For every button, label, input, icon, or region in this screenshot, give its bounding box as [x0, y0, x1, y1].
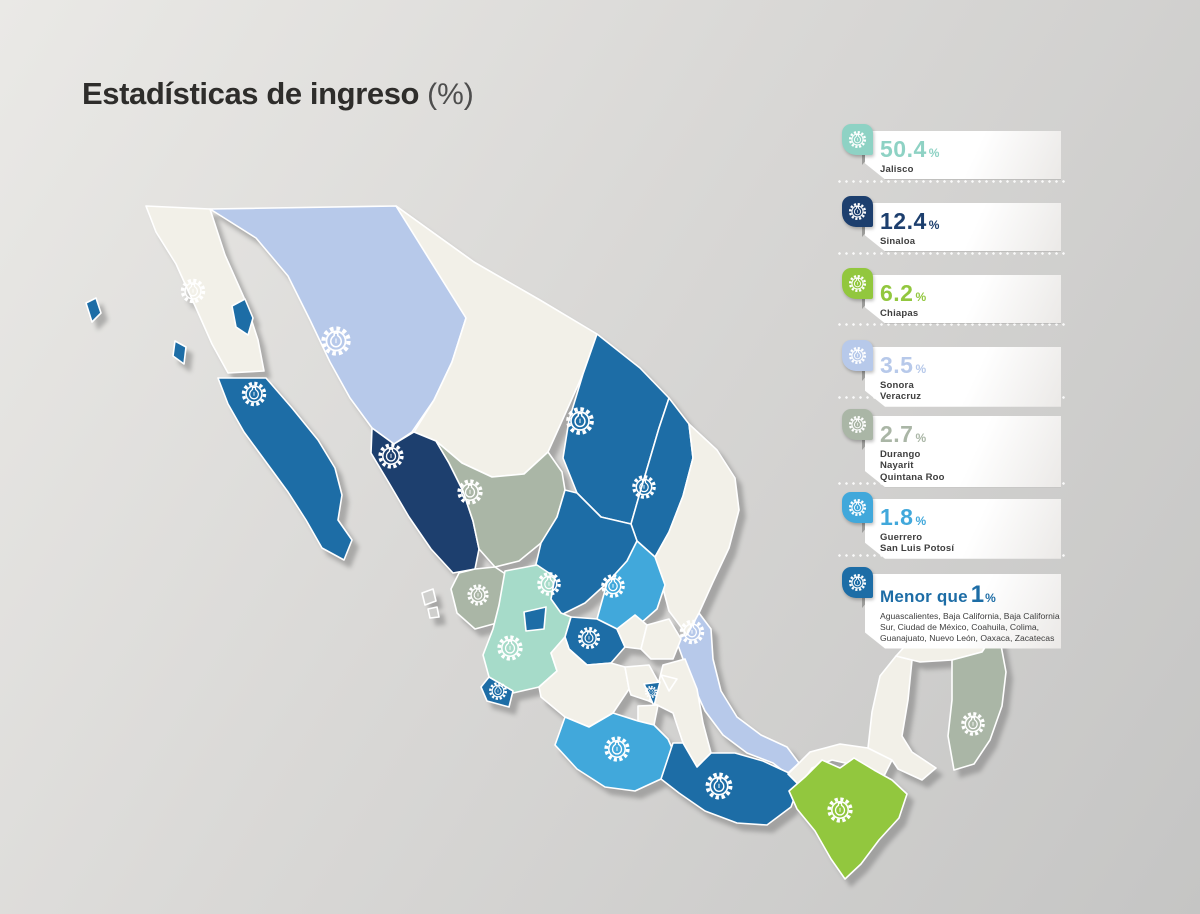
legend-item-chiapas: 6.2% Chiapas	[835, 268, 1068, 323]
legend-state-name: Nayarit	[880, 460, 914, 472]
legend-badge	[842, 409, 873, 440]
legend-card: 50.4% Jalisco	[865, 131, 1061, 179]
legend-unit: %	[915, 514, 927, 528]
gear-agave-icon	[705, 772, 733, 800]
legend-badge	[842, 492, 873, 523]
legend-divider	[836, 180, 1068, 183]
island-shapes	[85, 297, 440, 619]
gear-agave-icon	[644, 685, 658, 699]
legend-item-menor-que-1: Menor que 1 % Aguascalientes, Baja Calif…	[835, 567, 1068, 649]
threshold-states-list: Aguascalientes, Baja California, Baja Ca…	[880, 611, 1060, 644]
legend-divider	[836, 323, 1068, 326]
legend-value: 6.2	[880, 280, 914, 306]
page-title: Estadísticas de ingreso (%)	[82, 76, 474, 112]
legend-state-name: Quintana Roo	[880, 471, 945, 483]
threshold-unit: %	[985, 591, 996, 605]
legend-value: 12.4	[880, 208, 927, 234]
legend-state-name: Jalisco	[880, 164, 914, 175]
legend-unit: %	[928, 218, 940, 232]
legend-state-name: Sinaloa	[880, 236, 916, 247]
island-4	[421, 588, 437, 606]
legend-card: Menor que 1 % Aguascalientes, Baja Calif…	[865, 574, 1061, 649]
island-5	[427, 606, 440, 619]
threshold-value: 1	[970, 581, 985, 608]
state-zacatecas	[532, 489, 638, 616]
legend-value: 1.8	[880, 504, 914, 530]
gear-agave-icon	[847, 201, 868, 222]
legend-unit: %	[915, 362, 927, 376]
legend-state-name: Chiapas	[880, 308, 919, 319]
gear-agave-icon	[497, 635, 523, 661]
gear-agave-icon	[679, 619, 705, 645]
legend-badge	[842, 196, 873, 227]
state-campeche	[867, 655, 937, 781]
legend-state-name: Sonora	[880, 380, 914, 391]
title-suffix: (%)	[427, 78, 474, 111]
legend-badge	[842, 268, 873, 299]
gear-agave-icon	[601, 574, 625, 598]
gear-agave-icon	[847, 497, 868, 518]
legend-value: 2.7	[880, 421, 914, 447]
legend-card: 1.8% Guerrero San Luis Potosí	[865, 499, 1061, 559]
legend-item-durango-nayarit-qroo: 2.7% Durango Nayarit Quintana Roo	[835, 409, 1068, 487]
legend-item-jalisco: 50.4% Jalisco	[835, 124, 1068, 179]
legend-state-name: Guerrero	[880, 532, 923, 543]
legend-value: 3.5	[880, 352, 914, 378]
legend-unit: %	[915, 290, 927, 304]
legend-card: 12.4% Sinaloa	[865, 203, 1061, 251]
title-main: Estadísticas de ingreso	[82, 76, 420, 111]
gear-agave-icon	[827, 797, 853, 823]
threshold-label: Menor que	[880, 587, 968, 606]
gear-agave-icon	[632, 475, 656, 499]
gear-agave-icon	[577, 626, 601, 650]
island-3	[172, 340, 187, 365]
legend-value: 50.4	[880, 136, 927, 162]
gear-agave-icon	[604, 736, 630, 762]
gear-agave-icon	[566, 407, 594, 435]
legend-card: 2.7% Durango Nayarit Quintana Roo	[865, 416, 1061, 487]
gear-agave-icon	[847, 572, 868, 593]
state-quintana-roo	[947, 619, 1007, 771]
state-hidalgo	[640, 618, 682, 660]
gear-agave-icon	[847, 129, 868, 150]
island-2	[231, 298, 254, 336]
gear-agave-icon	[847, 273, 868, 294]
legend-badge	[842, 567, 873, 598]
gear-agave-icon	[467, 584, 489, 606]
legend-unit: %	[915, 431, 927, 445]
legend-card: 3.5% Sonora Veracruz	[865, 347, 1061, 407]
gear-agave-icon	[847, 414, 868, 435]
legend-item-guerrero-slp: 1.8% Guerrero San Luis Potosí	[835, 492, 1068, 559]
state-shapes	[145, 205, 1007, 880]
legend-unit: %	[928, 146, 940, 160]
gear-agave-icon	[180, 278, 206, 304]
gear-agave-icon	[323, 328, 348, 353]
gear-agave-icon	[378, 443, 404, 469]
gear-agave-icon	[537, 572, 561, 596]
state-baja-california	[145, 205, 265, 374]
state-baja-california-sur	[217, 377, 353, 561]
legend-item-sonora-veracruz: 3.5% Sonora Veracruz	[835, 340, 1068, 407]
legend-card: 6.2% Chiapas	[865, 275, 1061, 323]
legend-state-name: San Luis Potosí	[880, 543, 955, 555]
state-colima	[480, 676, 514, 708]
state-tlaxcala	[660, 674, 678, 692]
legend-badge	[842, 124, 873, 155]
legend-state-name: Durango	[880, 449, 921, 460]
gear-agave-icon	[847, 345, 868, 366]
island-1	[85, 297, 102, 323]
gear-agave-icon	[961, 712, 985, 736]
legend-item-sinaloa: 12.4% Sinaloa	[835, 196, 1068, 251]
state-aguascalientes	[523, 606, 547, 632]
gear-agave-icon	[489, 682, 507, 700]
gear-agave-icon	[457, 479, 483, 505]
state-guerrero	[554, 712, 677, 792]
gear-agave-icon	[241, 381, 267, 407]
legend-badge	[842, 340, 873, 371]
legend-state-name: Veracruz	[880, 391, 922, 403]
legend-divider	[836, 252, 1068, 255]
